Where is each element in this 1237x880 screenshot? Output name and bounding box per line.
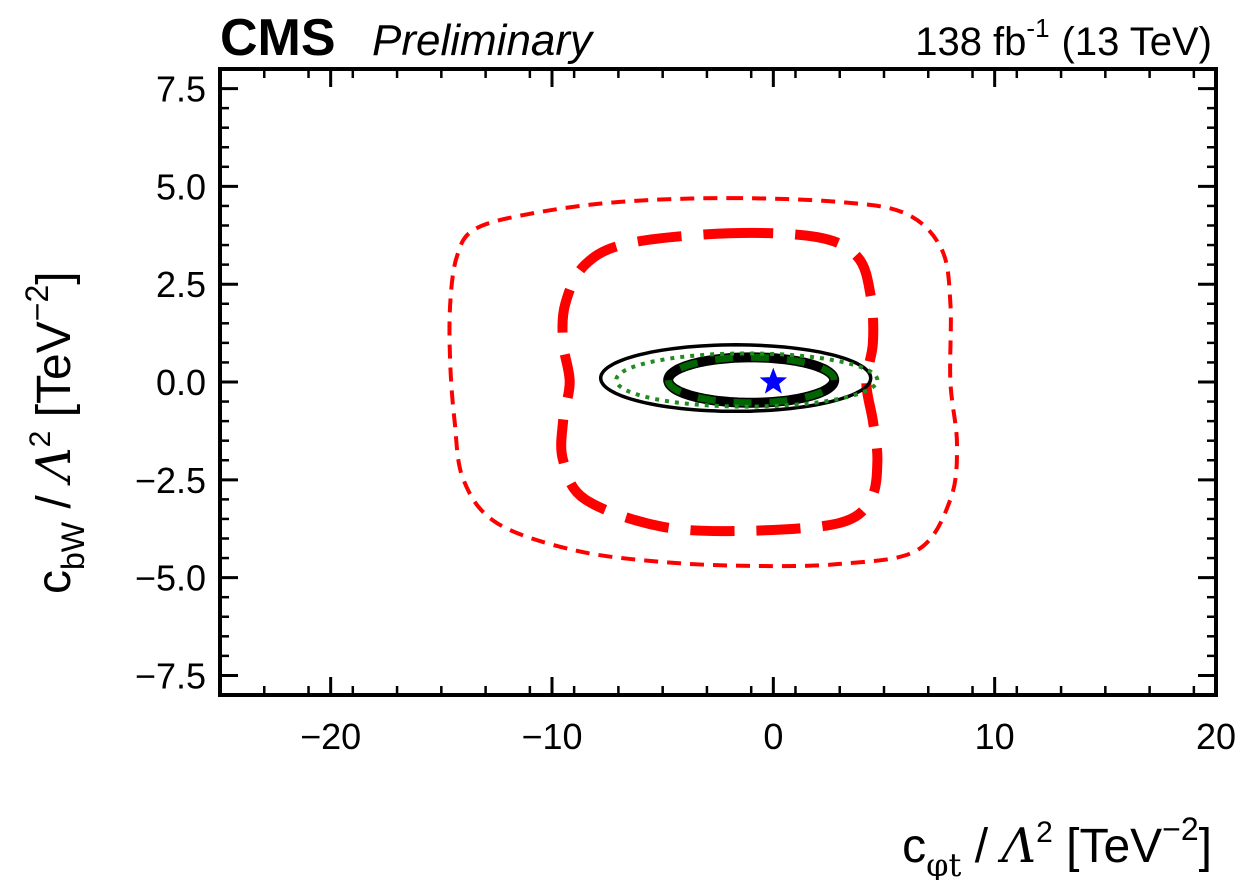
x-axis-label: cφt / Λ2 [TeV−2] xyxy=(902,811,1212,880)
x-tick-label: 10 xyxy=(975,716,1015,757)
best-fit-star-marker xyxy=(759,367,788,394)
lumi-exponent: -1 xyxy=(1026,13,1049,43)
contour-outer-dashed-thin xyxy=(447,196,960,569)
markers xyxy=(759,367,788,394)
tick-labels: −20 −10 0 10 20 −7.5 −5.0 −2.5 0.0 2.5 5.0 7.5 xyxy=(135,69,1236,757)
y-tick-label: −7.5 xyxy=(135,655,206,696)
y-tick-label: −5.0 xyxy=(135,558,206,599)
status-label: Preliminary xyxy=(372,16,595,65)
x-tick-label: 0 xyxy=(763,716,783,757)
x-tick-label: −10 xyxy=(521,716,582,757)
contour-green-outer-dotted xyxy=(614,351,880,409)
contours xyxy=(447,196,960,569)
plot-frame xyxy=(218,67,1218,697)
y-tick-label: 2.5 xyxy=(156,264,206,305)
axis-ticks xyxy=(218,67,1218,697)
y-tick-label: 0.0 xyxy=(156,362,206,403)
energy-label: (13 TeV) xyxy=(1062,20,1212,64)
y-tick-label: −2.5 xyxy=(135,460,206,501)
y-tick-label: 5.0 xyxy=(156,166,206,207)
contour-middle-dashed-thick xyxy=(556,227,883,537)
lumi-value: 138 fb xyxy=(915,20,1026,64)
contour-black-outer-ellipse xyxy=(598,343,873,414)
x-tick-label: 20 xyxy=(1196,716,1236,757)
lumi-label: 138 fb-1 (13 TeV) xyxy=(915,13,1212,64)
y-tick-label: 7.5 xyxy=(156,69,206,110)
y-axis-label: cbW / Λ2 [TeV−2] xyxy=(19,271,91,594)
x-tick-label: −20 xyxy=(300,716,361,757)
experiment-label: CMS xyxy=(220,9,336,67)
contour-green-inner-dashed xyxy=(664,353,838,407)
